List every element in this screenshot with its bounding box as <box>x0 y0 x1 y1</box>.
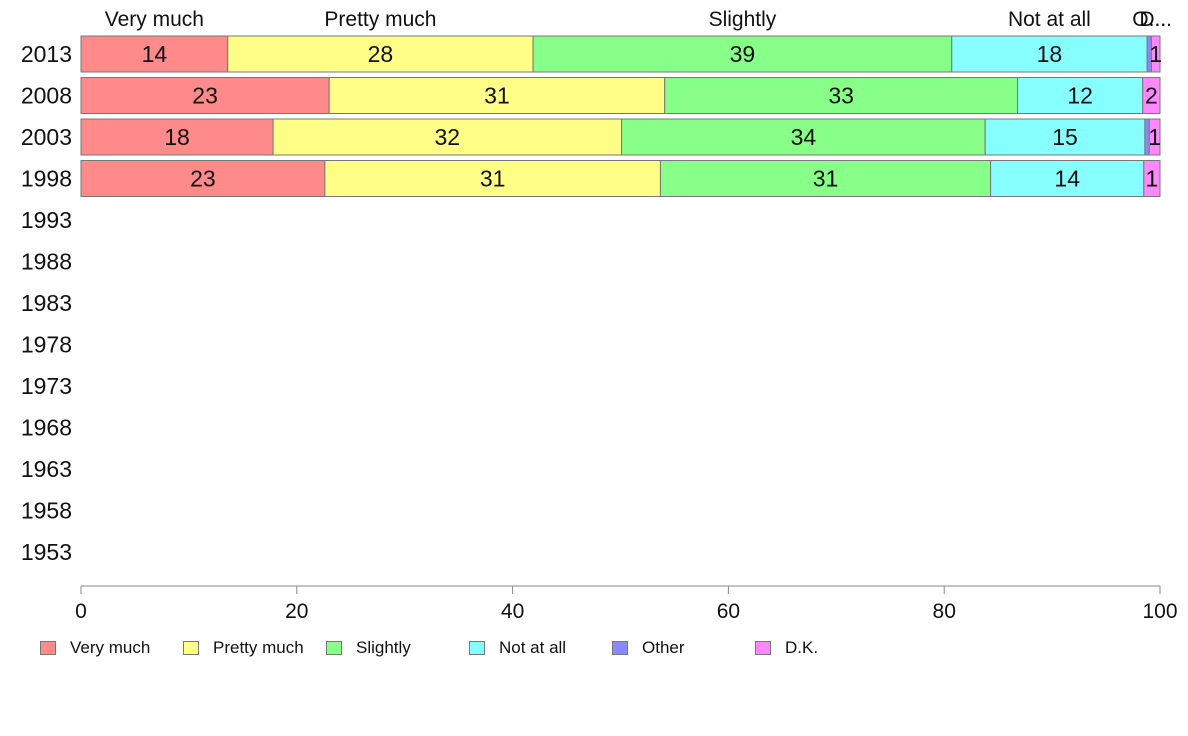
data-label: 31 <box>813 166 839 192</box>
data-label: 2 <box>1145 83 1158 109</box>
legend-swatch <box>469 641 485 655</box>
legend-swatch <box>326 641 342 655</box>
data-label: 18 <box>164 124 190 150</box>
data-label: 1 <box>1146 166 1159 192</box>
bar-segment-pretty-much <box>272 118 623 156</box>
year-label: 1963 <box>21 456 72 482</box>
bar-segment-d-k- <box>1148 118 1161 156</box>
legend-item: Slightly <box>326 638 411 658</box>
year-label: 1998 <box>21 166 72 192</box>
series-header-label: O... <box>1132 8 1166 31</box>
data-label: 14 <box>142 41 168 67</box>
series-header-label: Pretty much <box>324 8 436 31</box>
data-label: 34 <box>791 124 817 150</box>
legend-item: Pretty much <box>183 638 304 658</box>
legend-item: Very much <box>40 638 150 658</box>
legend-item: Not at all <box>469 638 566 658</box>
data-label: 23 <box>190 166 216 192</box>
bar-segment-very-much <box>80 160 326 197</box>
year-label: 1988 <box>21 249 72 275</box>
data-label: 39 <box>730 41 756 67</box>
legend-label: Very much <box>70 638 151 657</box>
stacked-bar-chart: 2013 2008 2003 1998 1993 1988 1983 1978 1973 1968… <box>21 8 1178 623</box>
bar-segment-slightly <box>621 118 986 156</box>
legend-swatch <box>40 641 56 655</box>
bar-segment-d-k- <box>1142 77 1161 114</box>
bar-segment-pretty-much <box>328 77 666 114</box>
legend-label: Other <box>642 638 685 657</box>
data-label: 14 <box>1054 166 1080 192</box>
series-header-label: Very much <box>105 8 204 31</box>
x-tick-label: 0 <box>75 600 87 623</box>
legend-label: Pretty much <box>213 638 304 657</box>
legend-label: Slightly <box>356 638 411 657</box>
bar-segment-very-much <box>80 118 274 156</box>
data-label: 31 <box>484 83 510 109</box>
year-label: 1983 <box>21 290 72 316</box>
bar-segment-d-k- <box>1143 160 1161 197</box>
data-label: 33 <box>828 83 854 109</box>
data-label: 32 <box>435 124 461 150</box>
data-label: 1 <box>1149 41 1162 67</box>
x-tick-label: 80 <box>933 600 956 623</box>
year-label: 2003 <box>21 124 72 150</box>
legend-swatch <box>612 641 628 655</box>
year-label: 1968 <box>21 415 72 441</box>
bar-segment-d-k- <box>1150 35 1161 73</box>
series-header-label: Slightly <box>709 8 777 31</box>
legend: Very much Pretty much Slightly Not at all Ot… <box>40 638 1140 660</box>
data-label: 1 <box>1148 124 1161 150</box>
year-label: 1973 <box>21 373 72 399</box>
legend-item: Other <box>612 638 685 658</box>
data-label: 23 <box>192 83 218 109</box>
x-tick-label: 40 <box>501 600 524 623</box>
bar-segment-very-much <box>80 77 330 114</box>
year-label: 2008 <box>21 83 72 109</box>
legend-swatch <box>183 641 199 655</box>
year-label: 1953 <box>21 539 72 565</box>
legend-item: D.K. <box>755 638 818 658</box>
x-tick-label: 20 <box>285 600 308 623</box>
data-label: 15 <box>1052 124 1078 150</box>
year-label: 1958 <box>21 498 72 524</box>
legend-swatch <box>755 641 771 655</box>
data-label: 28 <box>368 41 394 67</box>
bar-segment-slightly <box>532 35 953 73</box>
x-tick-label: 100 <box>1142 600 1177 623</box>
bar-segment-not-at-all <box>1017 77 1144 114</box>
series-header-label: Not at all <box>1008 8 1091 31</box>
bar-segment-slightly <box>659 160 992 197</box>
data-label: 31 <box>480 166 506 192</box>
bar-segment-pretty-much <box>227 35 534 73</box>
data-label: 12 <box>1067 83 1093 109</box>
year-label: 1978 <box>21 332 72 358</box>
series-header-label: D... <box>1139 8 1172 31</box>
bar-segment-not-at-all <box>984 118 1146 156</box>
bar-segment-pretty-much <box>324 160 661 197</box>
year-label: 1993 <box>21 207 72 233</box>
bar-segment-not-at-all <box>990 160 1145 197</box>
bar-segment-slightly <box>664 77 1019 114</box>
x-tick-label: 60 <box>717 600 740 623</box>
legend-label: Not at all <box>499 638 567 657</box>
data-label: 18 <box>1037 41 1063 67</box>
bar-segment-very-much <box>80 35 229 73</box>
legend-label: D.K. <box>785 638 819 657</box>
year-label: 2013 <box>21 41 72 67</box>
